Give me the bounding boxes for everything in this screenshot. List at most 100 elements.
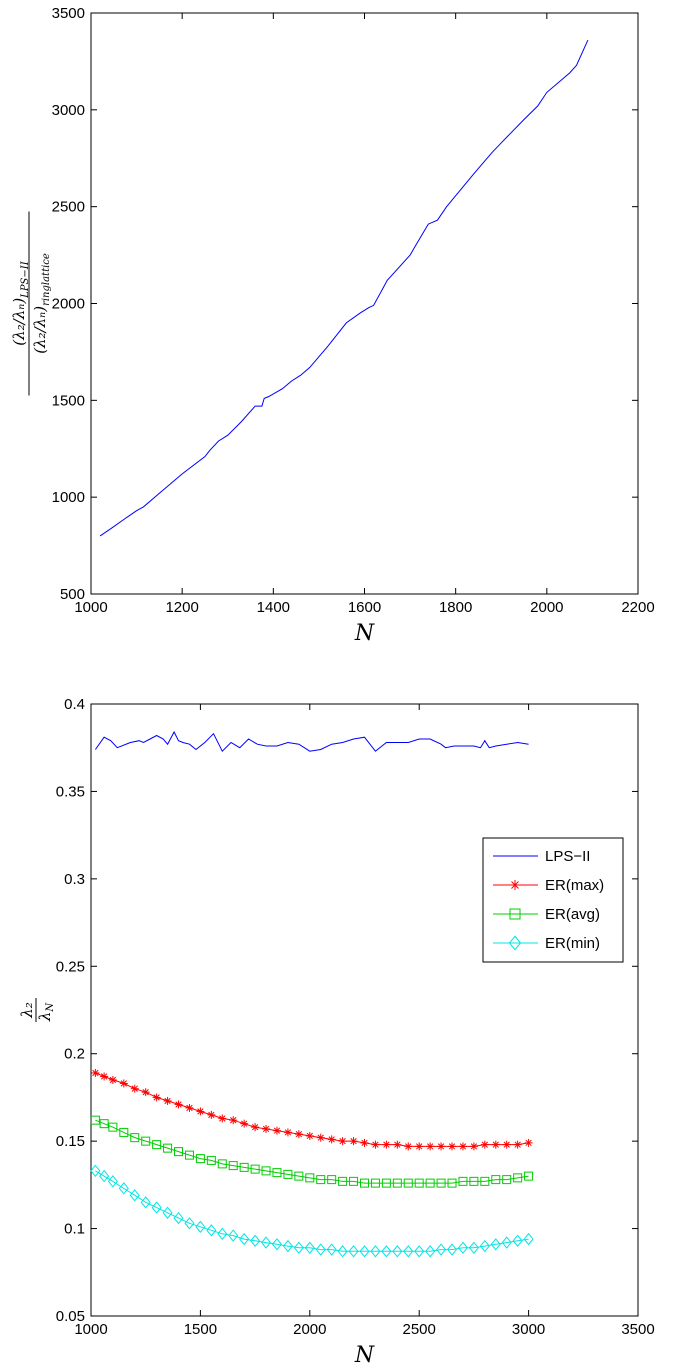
x-tick-label: 1500 xyxy=(184,1321,217,1338)
data-point-square xyxy=(491,1175,501,1185)
data-point-star xyxy=(502,1140,511,1149)
data-point-diamond xyxy=(479,1239,490,1253)
data-point-star xyxy=(130,1084,139,1093)
data-point-diamond xyxy=(457,1241,469,1254)
data-point-star xyxy=(316,1133,325,1142)
series-line xyxy=(95,1170,529,1252)
data-point-star xyxy=(240,1119,249,1128)
data-point-diamond xyxy=(129,1189,140,1202)
data-point-square xyxy=(327,1175,337,1185)
x-axis-label: N xyxy=(354,1343,375,1368)
data-point-diamond xyxy=(260,1236,272,1249)
data-point-square xyxy=(502,1175,512,1185)
data-point-diamond xyxy=(184,1217,195,1230)
data-point-square xyxy=(360,1178,369,1188)
data-point-diamond xyxy=(99,1169,110,1183)
x-tick-label: 1000 xyxy=(74,1321,107,1338)
y-label-num-main: (λ₂/λₙ) xyxy=(10,298,28,346)
data-point-square xyxy=(250,1164,260,1174)
data-point-star xyxy=(283,1128,292,1137)
data-point-diamond xyxy=(508,935,522,951)
data-point-star xyxy=(119,1079,128,1088)
series-lps-ii xyxy=(94,730,529,753)
data-point-square xyxy=(509,908,521,920)
data-point-diamond xyxy=(326,1243,337,1256)
data-point-star xyxy=(524,1138,533,1147)
data-point-diamond xyxy=(107,1175,118,1188)
y-label-denominator: (λ₂/λₙ)ringlattice xyxy=(31,253,52,354)
data-point-star xyxy=(360,1138,369,1147)
y-tick-label: 0.25 xyxy=(56,958,85,975)
y-tick-label: 0.4 xyxy=(64,696,85,713)
legend: LPS−II ER(max) ER(avg) ER(min) xyxy=(482,837,624,963)
data-point-square xyxy=(370,1178,380,1188)
data-point-diamond xyxy=(512,1234,523,1248)
x-tick-label: 1800 xyxy=(439,599,472,616)
y-tick-label: 3500 xyxy=(52,5,85,22)
series-line xyxy=(99,39,589,537)
data-point-diamond xyxy=(118,1182,129,1195)
data-point-star xyxy=(469,1142,478,1151)
data-point-star xyxy=(480,1140,489,1149)
data-point-diamond xyxy=(90,1164,101,1178)
data-point-diamond xyxy=(239,1232,250,1246)
data-point-diamond xyxy=(228,1229,239,1242)
y-tick-label: 1500 xyxy=(52,392,85,409)
data-point-square xyxy=(414,1178,424,1188)
data-point-square xyxy=(469,1176,479,1186)
data-point-star xyxy=(491,1140,500,1149)
data-point-square xyxy=(283,1169,293,1179)
x-tick-label: 1400 xyxy=(257,599,290,616)
data-point-square xyxy=(272,1168,282,1178)
data-point-square xyxy=(294,1171,304,1181)
data-point-star xyxy=(185,1103,194,1112)
data-point-star xyxy=(510,880,520,890)
data-point-star xyxy=(207,1110,216,1119)
y-tick-label: 0.35 xyxy=(56,783,85,800)
data-point-star xyxy=(338,1137,347,1146)
y-tick-label: 0.1 xyxy=(64,1221,85,1238)
y-axis-label: (λ₂/λₙ)LPS−II(λ₂/λₙ)ringlattice xyxy=(10,211,52,396)
data-point-square xyxy=(524,1171,534,1181)
x-tick-label: 2500 xyxy=(403,1321,436,1338)
data-point-square xyxy=(108,1122,118,1132)
data-point-star xyxy=(382,1140,391,1149)
legend-box xyxy=(482,837,624,963)
y-axis-label: λ₂ λN xyxy=(18,998,56,1022)
x-axis-label: N xyxy=(354,621,375,646)
data-point-square xyxy=(239,1162,249,1172)
data-point-square xyxy=(141,1136,151,1146)
data-point-star xyxy=(371,1140,380,1149)
y-tick-label: 0.15 xyxy=(56,1133,85,1150)
data-point-diamond xyxy=(140,1196,151,1209)
data-point-star xyxy=(426,1142,435,1151)
x-tick-label: 1600 xyxy=(348,599,381,616)
data-point-square xyxy=(480,1176,490,1186)
data-point-star xyxy=(272,1126,281,1135)
data-point-diamond xyxy=(162,1206,173,1220)
y-tick-label: 0.3 xyxy=(64,871,85,888)
data-point-square xyxy=(436,1178,446,1188)
data-point-star xyxy=(174,1100,183,1109)
data-point-star xyxy=(513,1140,522,1149)
x-tick-label: 2200 xyxy=(621,599,654,616)
data-point-diamond xyxy=(315,1243,326,1256)
legend-item: LPS−II xyxy=(493,848,590,865)
data-point-square xyxy=(217,1159,227,1169)
data-point-square xyxy=(338,1176,348,1186)
data-point-square xyxy=(184,1150,194,1160)
data-point-diamond xyxy=(151,1201,162,1214)
y-label-den-main: λ xyxy=(36,1012,54,1023)
data-point-diamond xyxy=(173,1211,184,1225)
y-label-numerator: (λ₂/λₙ)LPS−II xyxy=(10,260,31,345)
data-point-star xyxy=(251,1123,260,1132)
data-point-diamond xyxy=(501,1236,512,1249)
data-point-square xyxy=(458,1176,468,1186)
y-tick-label: 0.2 xyxy=(64,1046,85,1063)
plot-frame xyxy=(90,12,639,595)
data-point-square xyxy=(425,1178,435,1188)
data-point-square xyxy=(99,1119,109,1129)
data-point-square xyxy=(447,1178,457,1188)
y-label-numerator: λ₂ xyxy=(18,1002,36,1019)
data-point-diamond xyxy=(304,1241,315,1254)
